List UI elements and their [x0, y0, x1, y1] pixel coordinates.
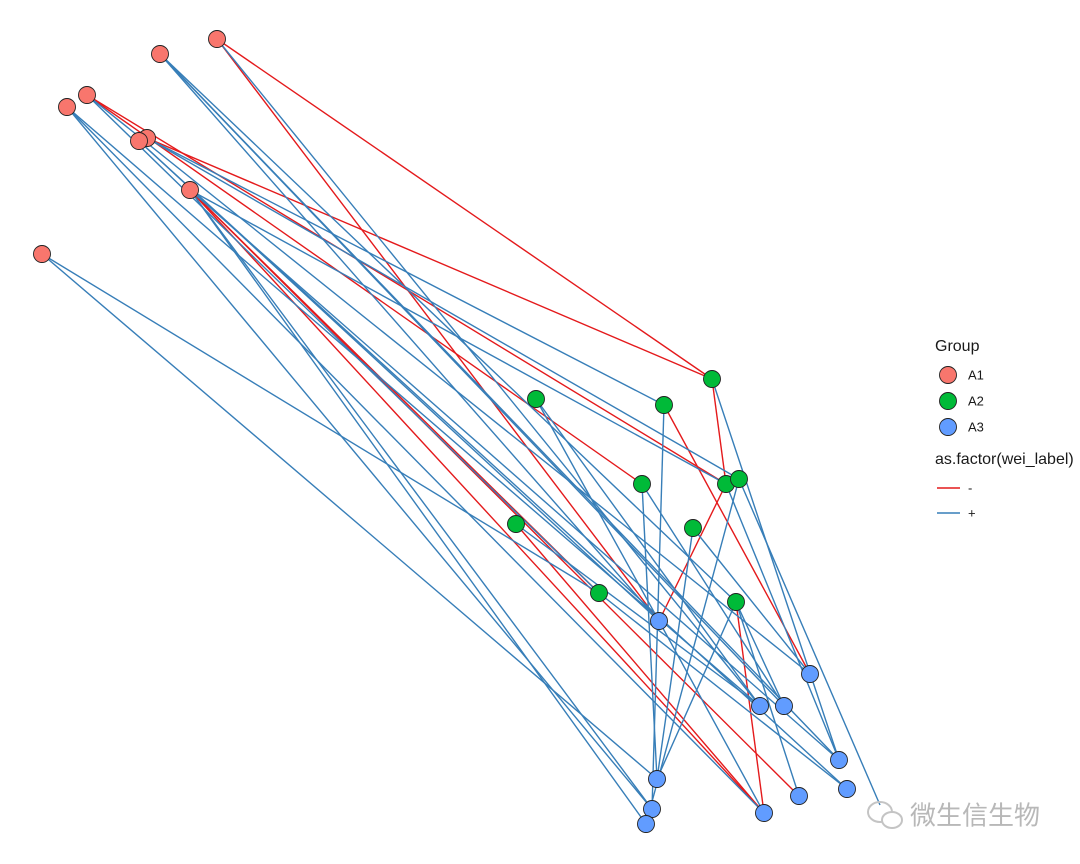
node [751, 697, 769, 715]
node [684, 519, 702, 537]
node [78, 86, 96, 104]
legend-title: Group [935, 338, 980, 355]
edge [41, 253, 658, 780]
node [181, 181, 199, 199]
edge [658, 483, 727, 622]
edge [146, 137, 713, 380]
edge [146, 137, 740, 480]
watermark: 微生信生物 [910, 802, 1040, 832]
node [755, 804, 773, 822]
edge [189, 189, 800, 797]
edge [711, 378, 840, 761]
edge [641, 483, 785, 707]
edges [41, 38, 881, 825]
node [507, 515, 525, 533]
node [643, 800, 661, 818]
watermark-icon [867, 801, 903, 829]
node [730, 470, 748, 488]
legend-key [939, 366, 957, 384]
edge [535, 398, 660, 622]
edge [515, 523, 765, 814]
edge [692, 527, 811, 675]
node [838, 780, 856, 798]
edge [725, 483, 840, 761]
edge [66, 106, 765, 814]
node [637, 815, 655, 833]
legend-label: + [968, 505, 976, 520]
node [655, 396, 673, 414]
legend-key [939, 392, 957, 410]
node [58, 98, 76, 116]
legend-label: - [968, 480, 972, 495]
edge [515, 523, 761, 707]
edge [66, 106, 761, 707]
node [830, 751, 848, 769]
node [650, 612, 668, 630]
node [775, 697, 793, 715]
edge [159, 53, 660, 622]
node [703, 370, 721, 388]
edge [86, 94, 600, 594]
legend-label: A2 [968, 393, 984, 408]
edge [535, 398, 761, 707]
edge [738, 478, 881, 806]
legend-title: as.factor(wei_label) [935, 451, 1074, 468]
node [33, 245, 51, 263]
node [633, 475, 651, 493]
nodes [33, 30, 856, 833]
node [801, 665, 819, 683]
edge [711, 378, 727, 485]
legend-label: A1 [968, 367, 984, 382]
edge [86, 94, 811, 675]
edge [658, 620, 765, 814]
edge [735, 601, 785, 707]
edge [86, 94, 643, 485]
edge [189, 189, 765, 814]
node [790, 787, 808, 805]
edge [159, 53, 737, 603]
edge [189, 189, 647, 825]
edge [651, 404, 665, 810]
edge [645, 478, 740, 825]
edge [146, 137, 665, 406]
node [151, 45, 169, 63]
node [130, 132, 148, 150]
edge [216, 38, 713, 380]
edge [641, 483, 658, 780]
edge [189, 189, 653, 810]
node [208, 30, 226, 48]
edge [598, 592, 848, 790]
edge [216, 38, 660, 622]
node [727, 593, 745, 611]
edge [189, 189, 727, 485]
legend-key [939, 418, 957, 436]
edge [159, 53, 840, 761]
edge [216, 38, 761, 707]
edge [41, 253, 600, 594]
edge [66, 106, 653, 810]
edge [735, 601, 800, 797]
legend-label: A3 [968, 419, 984, 434]
node [648, 770, 666, 788]
node [590, 584, 608, 602]
node [527, 390, 545, 408]
